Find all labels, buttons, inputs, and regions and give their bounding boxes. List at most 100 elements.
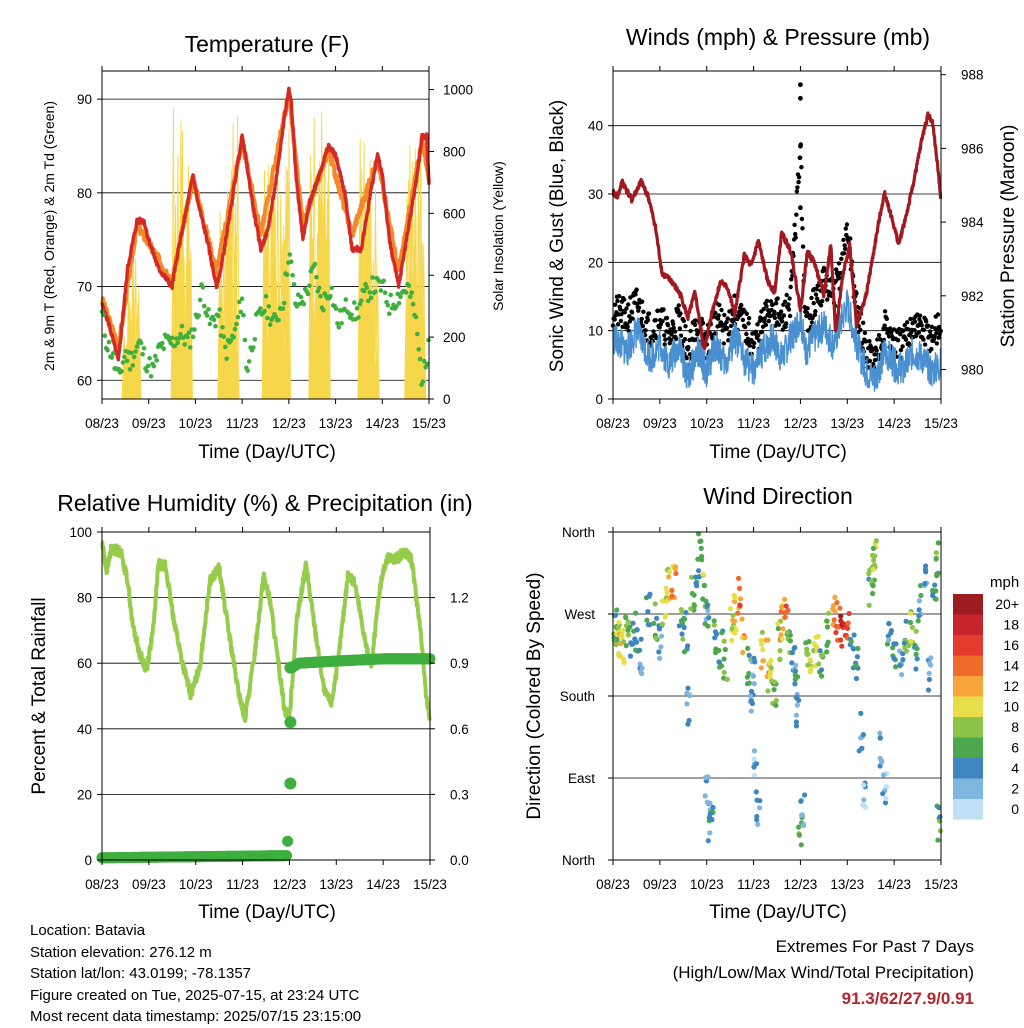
y-tick-label: 40 <box>588 119 603 134</box>
direction-point <box>705 607 711 614</box>
dewpoint-point <box>265 315 270 321</box>
y2-tick-label: 800 <box>443 144 466 159</box>
direction-point <box>732 618 738 624</box>
direction-point <box>656 649 662 655</box>
gust-point <box>908 316 913 322</box>
direction-point <box>872 562 878 569</box>
gust-point <box>882 309 888 314</box>
direction-point <box>684 701 690 707</box>
dewpoint-point <box>422 358 427 364</box>
legend-label: 16 <box>1003 637 1019 653</box>
direction-point <box>669 587 675 594</box>
winds-ylabel-right: Station Pressure (Maroon) <box>998 125 1019 348</box>
direction-point <box>633 610 639 616</box>
gust-point <box>778 309 784 314</box>
x-tick-label: 11/23 <box>226 416 259 431</box>
precip-point <box>281 850 293 862</box>
dewpoint-point <box>182 342 187 347</box>
direction-point <box>784 629 791 635</box>
dewpoint-point <box>220 325 225 330</box>
y-tick-label: 10 <box>588 324 603 339</box>
direction-point <box>695 556 701 562</box>
direction-point <box>615 624 621 630</box>
gust-point <box>682 337 688 342</box>
gust-point <box>800 226 805 231</box>
gust-point <box>929 346 934 352</box>
dewpoint-point <box>204 313 210 318</box>
dewpoint-point <box>356 315 361 320</box>
gust-point <box>622 310 627 315</box>
direction-point <box>751 748 758 754</box>
direction-point <box>848 639 854 645</box>
dewpoint-point <box>252 337 258 342</box>
gust-point <box>615 298 620 304</box>
dewpoint-point <box>406 283 412 289</box>
direction-point <box>673 564 679 570</box>
direction-point <box>637 647 643 653</box>
legend-label: 12 <box>1003 678 1019 694</box>
direction-point <box>930 587 936 594</box>
extremes-values: 91.3/62/27.9/0.91 <box>841 989 974 1008</box>
y2-tick-label: 400 <box>443 268 466 283</box>
gust-point <box>751 344 756 350</box>
direction-point <box>746 680 752 686</box>
dewpoint-point <box>213 323 218 329</box>
gust-point <box>862 330 868 336</box>
gust-point <box>739 302 744 308</box>
direction-point <box>926 676 933 683</box>
direction-point <box>851 632 857 638</box>
x-tick-label: 08/23 <box>85 877 119 892</box>
direction-point <box>625 619 631 625</box>
direction-point <box>701 582 708 589</box>
temperature-y-ticks: 60 70 80 90 <box>77 92 102 388</box>
gust-point <box>912 319 918 324</box>
direction-point <box>833 629 839 636</box>
direction-point <box>757 798 763 804</box>
gust-point <box>618 318 624 324</box>
gust-point <box>662 333 667 338</box>
temperature-frame <box>101 70 430 400</box>
dewpoint-point <box>234 321 239 327</box>
direction-point <box>679 631 685 637</box>
x-tick-label: 11/23 <box>226 877 259 892</box>
dewpoint-point <box>395 291 401 297</box>
humidity-plot-area <box>96 540 436 864</box>
direction-point <box>806 639 812 645</box>
gust-point <box>764 298 770 304</box>
direction-point <box>696 568 702 574</box>
direction-point <box>937 814 943 820</box>
gust-point <box>818 303 824 308</box>
y-tick-label: 90 <box>77 92 92 107</box>
direction-point <box>785 607 791 614</box>
gust-point <box>620 324 625 329</box>
winds-panel: Winds (mph) & Pressure (mb) Time (Day/UT… <box>547 24 1019 463</box>
speed-legend: 20+ 18 16 14 12 10 8 6 4 2 0 <box>953 594 1019 820</box>
dewpoint-point <box>314 274 319 280</box>
direction-point <box>768 665 774 671</box>
humidity-ylabel-left: Percent & Total Rainfall <box>29 597 50 794</box>
gust-point <box>789 277 794 282</box>
dewpoint-point <box>151 363 157 369</box>
dewpoint-point <box>321 307 326 313</box>
direction-point <box>915 618 921 624</box>
legend-label: 10 <box>1003 699 1019 715</box>
dewpoint-point <box>140 351 145 357</box>
direction-point <box>789 660 795 666</box>
direction-point <box>870 583 876 589</box>
direction-point <box>853 662 859 668</box>
gust-point <box>784 321 789 326</box>
gust-point <box>651 329 656 334</box>
direction-point <box>815 633 821 640</box>
gust-point <box>688 328 693 334</box>
gust-point <box>681 318 686 324</box>
direction-point <box>651 620 657 627</box>
direction-point <box>935 837 941 843</box>
y-tick-label: 60 <box>77 373 92 388</box>
direction-point <box>871 557 877 564</box>
dewpoint-point <box>235 314 241 320</box>
direction-point <box>886 621 892 627</box>
dewpoint-point <box>336 325 342 330</box>
direction-point <box>872 553 878 559</box>
gust-point <box>755 322 760 327</box>
